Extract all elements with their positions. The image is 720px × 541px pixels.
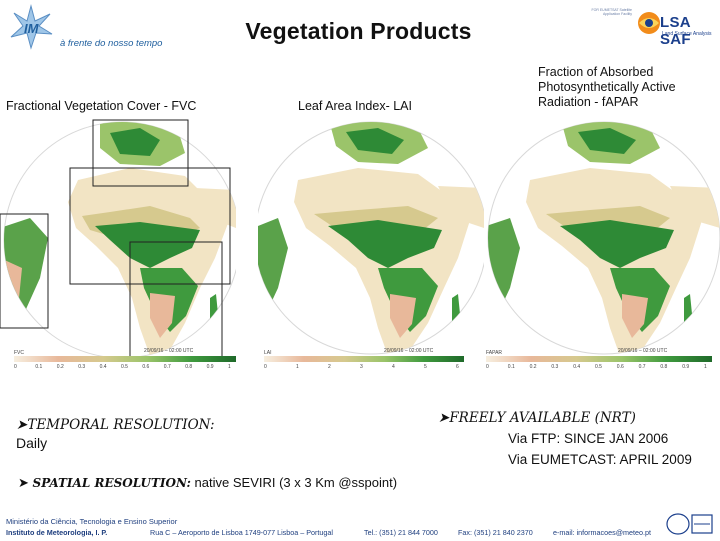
temporal-value: Daily (16, 435, 48, 451)
scale-tick-label: 1 (296, 364, 299, 370)
scale-tick-label: 0.7 (163, 364, 171, 370)
scale-tick-label: 0 (264, 364, 267, 370)
scale-tick-label: 1 (704, 364, 707, 370)
lai-scale: LAI 20/09/16 – 02:00 UTC 0 1 2 3 4 5 6 (264, 348, 464, 374)
via-ftp: Via FTP: SINCE JAN 2006 (508, 431, 669, 446)
scale-tick-label: 0.2 (56, 364, 64, 370)
arrow-bullet-icon: ➤ (18, 475, 29, 490)
fapar-colorbar (486, 356, 712, 362)
freely-available: ➤FREELY AVAILABLE (NRT) (438, 410, 636, 426)
im-logo: IM (8, 4, 54, 50)
scale-tick-label: 0.3 (551, 364, 559, 370)
scale-tick-label: 0.6 (142, 364, 150, 370)
svg-text:IM: IM (24, 21, 40, 36)
scale-tick-label: 0 (14, 364, 17, 370)
scale-tick-label: 0.5 (595, 364, 602, 370)
temporal-label-row: ➤TEMPORAL RESOLUTION: (16, 416, 215, 434)
fvc-scale-date: 20/09/16 – 02:00 UTC (144, 348, 194, 354)
freely-label-row: ➤FREELY AVAILABLE (NRT) (438, 410, 636, 426)
fapar-label: Fraction of Absorbed Photosynthetically … (538, 65, 676, 109)
footer-ministry: Ministério da Ciência, Tecnologia e Ensi… (6, 517, 178, 526)
via-eumetcast: Via EUMETCAST: APRIL 2009 (508, 452, 692, 467)
fvc-map (0, 118, 241, 359)
lsa-small-text: FOR EUMETSAT Satellite Application Facil… (591, 8, 632, 16)
footer-address: Rua C – Aeroporto de Lisboa 1749-077 Lis… (150, 528, 334, 537)
scale-tick-label: 5 (424, 364, 427, 370)
footer-tel: Tel.: (351) 21 844 7000 (364, 528, 438, 537)
temporal-resolution: ➤TEMPORAL RESOLUTION: Daily (16, 416, 215, 452)
fvc-colorbar (14, 356, 236, 362)
fapar-scale-name: FAPAR (486, 350, 503, 356)
footer-fax: Fax: (351) 21 840 2370 (458, 528, 533, 537)
lsa-globe-icon (636, 8, 662, 38)
scale-tick-label: 2 (328, 364, 331, 370)
arrow-bullet-icon: ➤ (438, 410, 450, 426)
scale-tick-label: 0.2 (529, 364, 537, 370)
tagline: à frente do nosso tempo (60, 38, 163, 49)
spatial-label: SPATIAL RESOLUTION: (32, 476, 191, 490)
lai-scale-name: LAI (264, 350, 272, 356)
lai-map (254, 118, 488, 358)
fvc-label: Fractional Vegetation Cover - FVC (6, 99, 197, 113)
lai-colorbar (264, 356, 464, 362)
lsa-logo-text: LSA SAF (660, 14, 691, 48)
scale-tick-label: 0.1 (35, 364, 43, 370)
scale-tick-label: 0.8 (185, 364, 193, 370)
lai-scale-ticks: 0 1 2 3 4 5 6 (264, 364, 464, 372)
scale-tick-label: 4 (392, 364, 395, 370)
scale-tick-label: 3 (360, 364, 363, 370)
scale-tick-label: 1 (228, 364, 231, 370)
lai-scale-date: 20/09/16 – 02:00 UTC (384, 348, 434, 354)
fapar-scale: FAPAR 20/09/16 – 02:00 UTC 0 0.1 0.2 0.3 0.4… (486, 348, 712, 374)
arrow-bullet-icon: ➤ (16, 417, 28, 433)
lsa-logo-subtext: Land Surface Analysis (662, 31, 712, 37)
via-list: Via FTP: SINCE JAN 2006 Via EUMETCAST: A… (508, 428, 692, 470)
scale-tick-label: 0.1 (507, 364, 515, 370)
spatial-value: native SEVIRI (3 x 3 Km @sspoint) (194, 475, 398, 490)
scale-tick-label: 6 (456, 364, 459, 370)
scale-tick-label: 0.3 (78, 364, 86, 370)
fvc-scale-ticks: 0 0.1 0.2 0.3 0.4 0.5 0.6 0.7 0.8 0.9 1 (14, 364, 236, 372)
lai-label: Leaf Area Index- LAI (298, 99, 412, 113)
spatial-resolution: ➤ SPATIAL RESOLUTION: native SEVIRI (3 x… (18, 475, 397, 491)
certification-logos (666, 512, 714, 536)
scale-tick-label: 0.8 (660, 364, 668, 370)
scale-tick-label: 0.5 (121, 364, 128, 370)
page-title: Vegetation Products (245, 18, 472, 44)
footer-email: e-mail: informacoes@meteo.pt (553, 528, 651, 537)
footer-institute: Instituto de Meteorologia, I. P. (6, 528, 108, 537)
fapar-map (486, 118, 720, 358)
temporal-label: TEMPORAL RESOLUTION: (27, 417, 215, 433)
scale-tick-label: 0.4 (99, 364, 107, 370)
scale-tick-label: 0.9 (206, 364, 214, 370)
freely-label: FREELY AVAILABLE (NRT) (449, 410, 636, 426)
scale-tick-label: 0.7 (638, 364, 646, 370)
scale-tick-label: 0 (486, 364, 489, 370)
scale-tick-label: 0.4 (573, 364, 581, 370)
scale-tick-label: 0.6 (616, 364, 624, 370)
fapar-scale-date: 20/09/16 – 02:00 UTC (618, 348, 668, 354)
fvc-scale-name: FVC (14, 350, 24, 356)
fapar-scale-ticks: 0 0.1 0.2 0.3 0.4 0.5 0.6 0.7 0.8 0.9 1 (486, 364, 712, 372)
fvc-scale: FVC 20/09/16 – 02:00 UTC 0 0.1 0.2 0.3 0.4 0.… (14, 348, 236, 374)
scale-tick-label: 0.9 (682, 364, 690, 370)
